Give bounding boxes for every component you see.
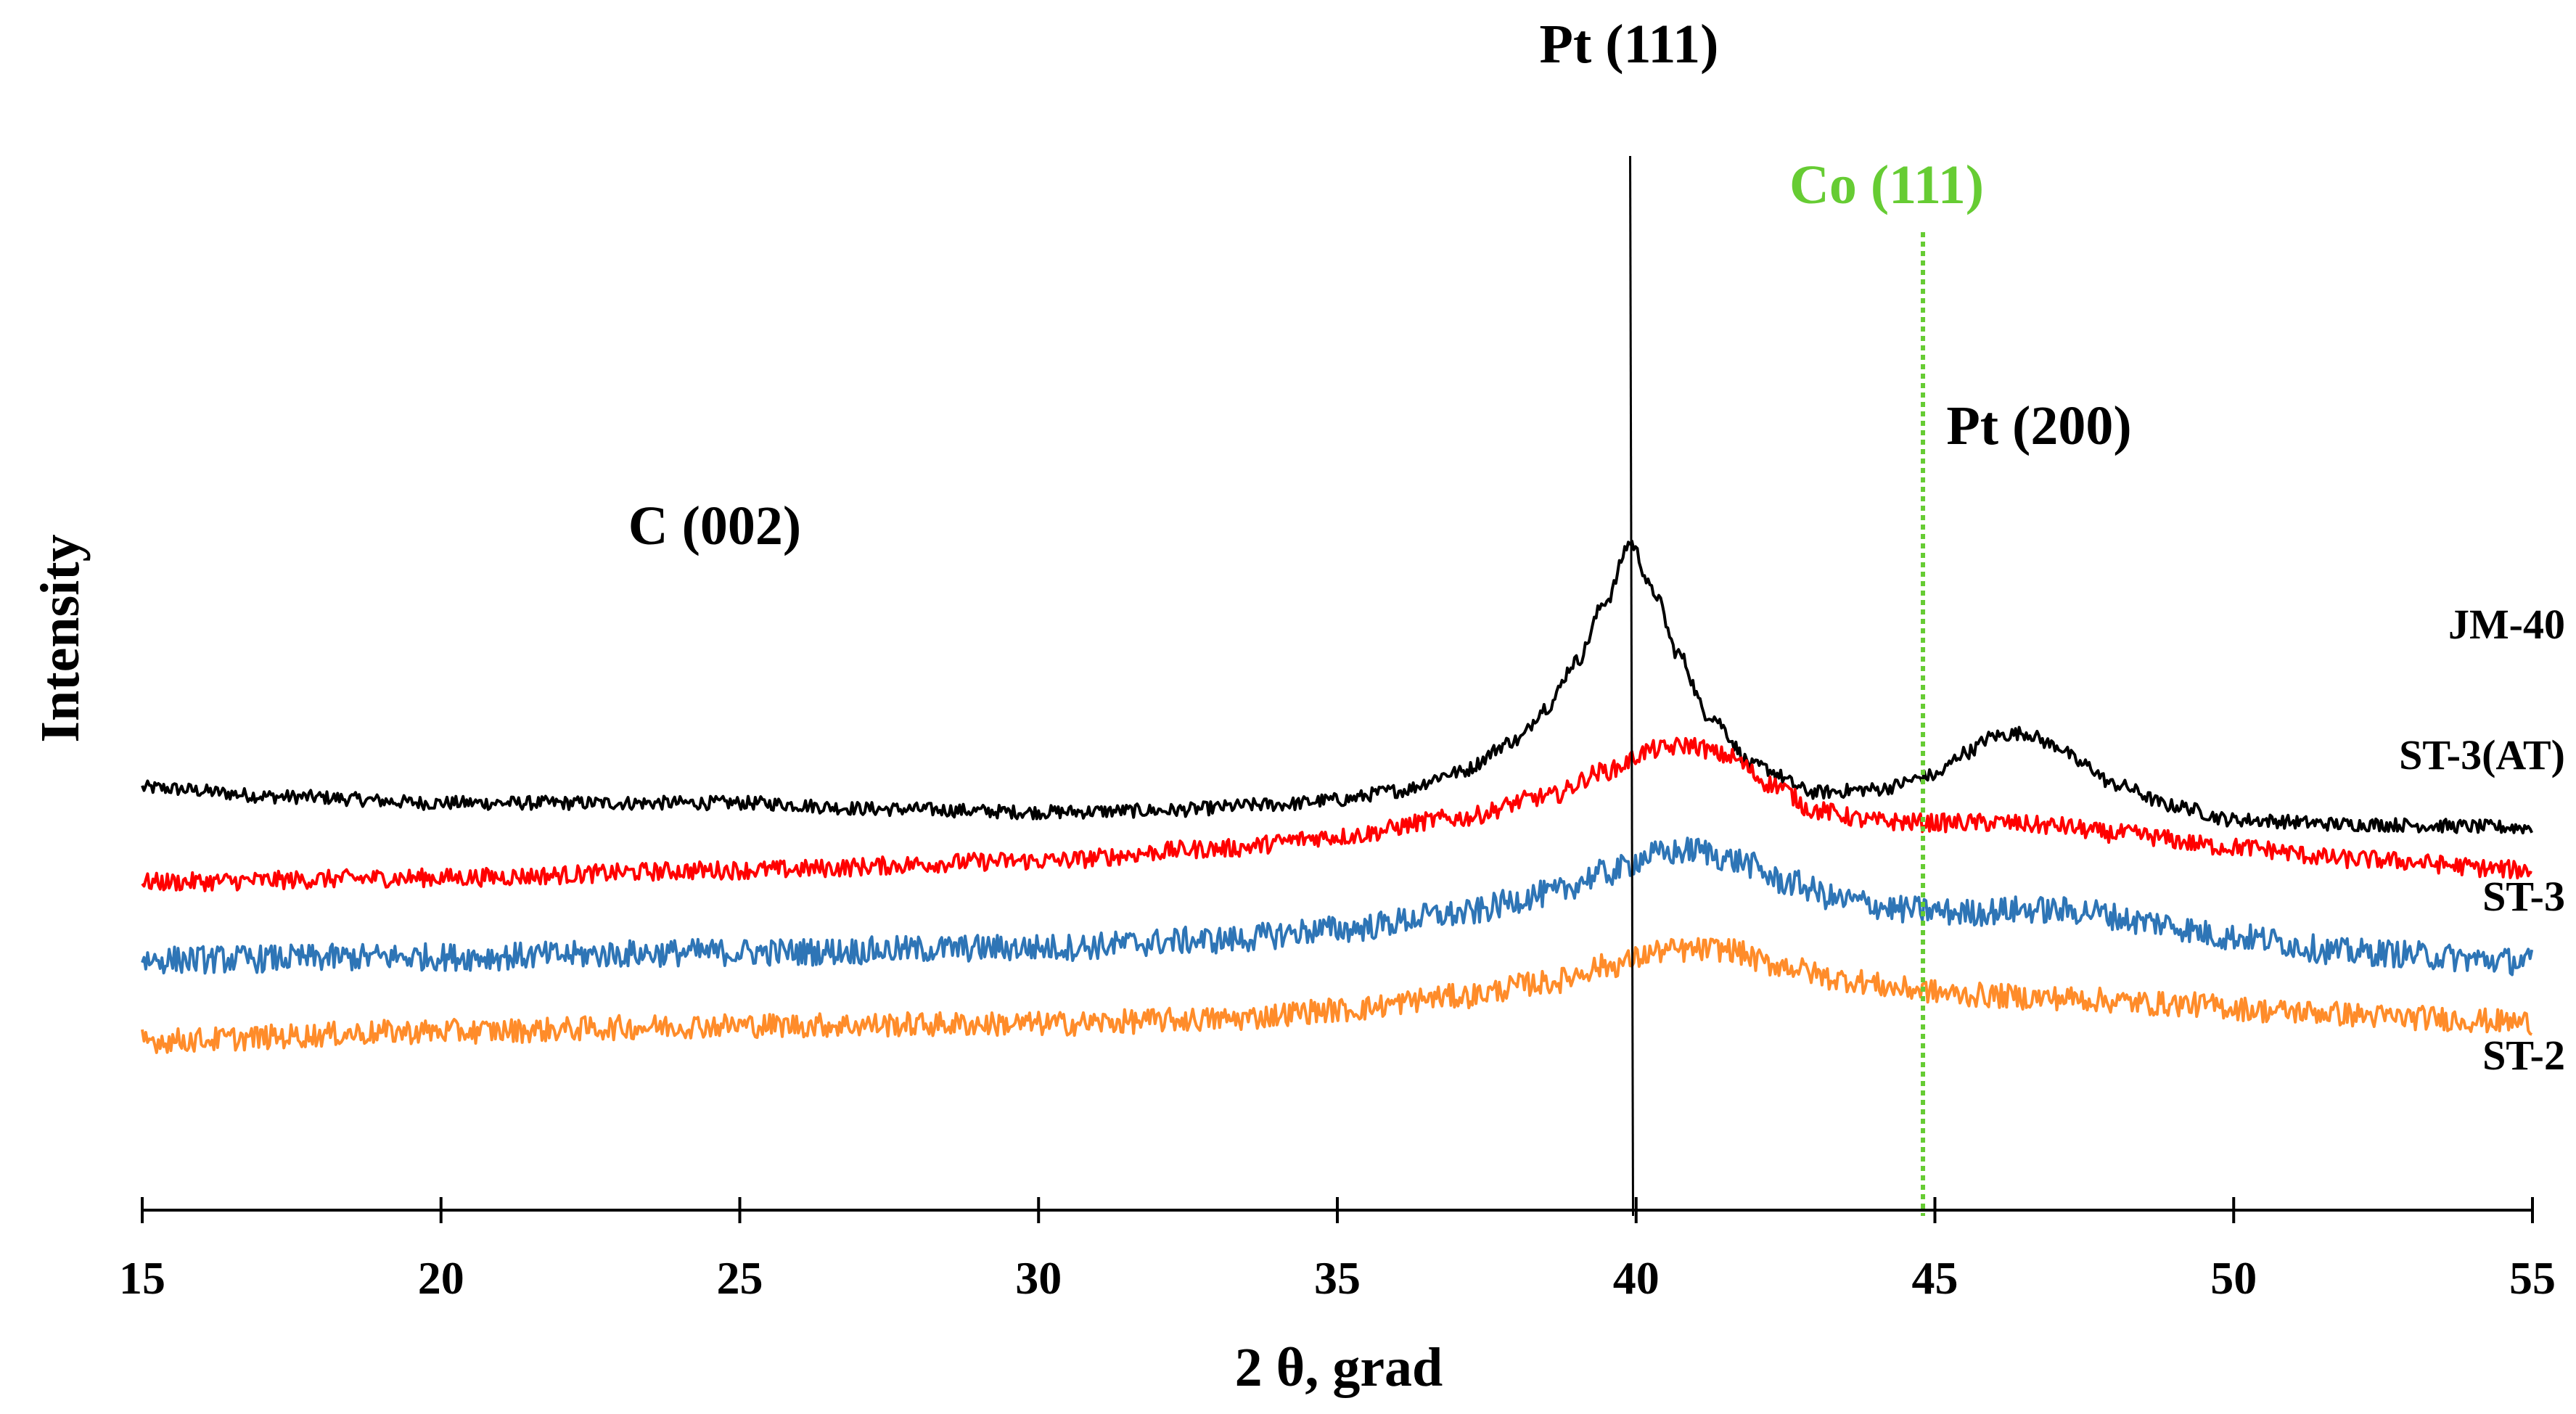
series-label-st-2: ST-2 [2482, 1032, 2565, 1079]
annotation-c-002: C (002) [628, 496, 802, 556]
peak-annotations: Pt (111) Co (111) Pt (200) C (002) [628, 14, 2132, 556]
x-tick-label: 15 [119, 1252, 165, 1304]
x-tick-label: 20 [418, 1252, 464, 1304]
x-tick-label: 40 [1613, 1252, 1660, 1304]
reference-lines [1629, 155, 1926, 1217]
series-line-st-3-at [141, 736, 2532, 892]
x-tick-label: 25 [717, 1252, 763, 1304]
series-line-st-3 [141, 837, 2534, 977]
y-axis-title: Intensity [30, 534, 91, 742]
x-axis-title: 2 θ, grad [1235, 1337, 1443, 1398]
series-label-jm-40: JM-40 [2448, 601, 2565, 648]
ref-line-pt-111 [1629, 155, 1635, 1217]
series-line-jm-40 [141, 539, 2534, 835]
series-label-st-3: ST-3 [2482, 873, 2565, 920]
x-tick-label: 45 [1912, 1252, 1958, 1304]
series-labels: JM-40 ST-3(AT) ST-3 ST-2 [2399, 601, 2565, 1079]
annotation-pt-200: Pt (200) [1946, 395, 2131, 456]
x-tick-label: 55 [2509, 1252, 2556, 1304]
series-line-st-2 [141, 937, 2533, 1054]
series-curves [141, 539, 2534, 1054]
x-tick-label: 30 [1015, 1252, 1062, 1304]
x-ticks: 15 20 25 30 35 40 45 50 55 [119, 1197, 2556, 1304]
x-tick-label: 35 [1314, 1252, 1361, 1304]
x-tick-label: 50 [2210, 1252, 2257, 1304]
annotation-co-111: Co (111) [1789, 155, 1984, 215]
x-axis: 15 20 25 30 35 40 45 50 55 [119, 1197, 2556, 1304]
annotation-pt-111: Pt (111) [1540, 14, 1719, 75]
series-label-st-3-at: ST-3(AT) [2399, 731, 2565, 778]
